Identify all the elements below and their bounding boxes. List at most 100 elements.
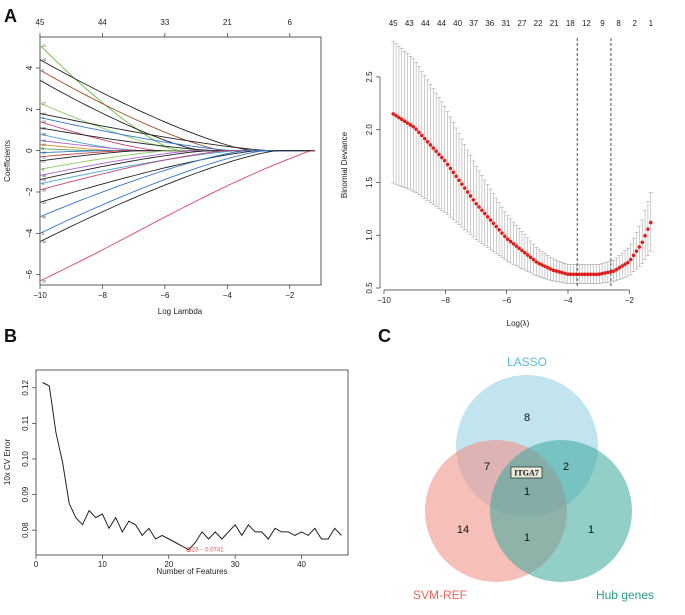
- deviance-point-21: [451, 170, 456, 175]
- deviance-point-71: [594, 272, 599, 277]
- deviance-point-11: [422, 136, 427, 141]
- coef-path-25: [39, 150, 315, 243]
- x-tick-label-0: −10: [377, 296, 391, 305]
- top-tick-label-8: 27: [518, 19, 527, 28]
- coef-label-19: 15: [42, 178, 46, 182]
- y-tick-label-1: −4: [25, 228, 34, 238]
- deviance-point-76: [608, 269, 613, 274]
- deviance-point-75: [606, 270, 610, 275]
- venn-label-hub-genes: Hub genes: [596, 588, 654, 602]
- deviance-point-32: [482, 211, 487, 216]
- deviance-point-89: [646, 227, 650, 231]
- min-error-label: 23 − 0.0741: [192, 548, 225, 554]
- deviance-point-56: [551, 268, 556, 273]
- deviance-point-1: [394, 113, 398, 118]
- coef-label-23: 40: [42, 215, 46, 219]
- top-tick-label-14: 8: [616, 19, 621, 28]
- deviance-point-88: [643, 233, 647, 238]
- deviance-point-66: [580, 272, 584, 277]
- y-tick-label-0: 0.5: [365, 282, 374, 294]
- top-tick-label-11: 18: [566, 19, 575, 28]
- coef-label-20: 6: [42, 182, 44, 186]
- top-tick-label-7: 31: [501, 19, 510, 28]
- deviance-point-45: [520, 248, 524, 253]
- y-tick-label-2: 1.5: [365, 176, 374, 188]
- y-tick-label-0: 0.08: [21, 522, 30, 538]
- deviance-point-27: [468, 194, 473, 198]
- deviance-point-84: [631, 253, 636, 258]
- deviance-point-33: [485, 215, 490, 219]
- coef-label-22: 33: [42, 201, 46, 205]
- venn-label-lasso: LASSO: [507, 355, 547, 369]
- venn-diagram: LASSO SVM-REF Hub genes 8 14 1 7 2 1 1 I…: [413, 355, 654, 602]
- x-tick-label-4: 40: [297, 560, 306, 569]
- deviance-point-57: [554, 269, 559, 273]
- top-tick-label-0: 45: [36, 18, 45, 27]
- deviance-point-9: [417, 130, 421, 135]
- coef-label-26: 20: [42, 279, 46, 283]
- deviance-point-48: [528, 255, 533, 260]
- deviance-point-5: [405, 121, 410, 125]
- y-axis-label: 10x CV Error: [3, 439, 12, 486]
- deviance-point-65: [577, 272, 582, 277]
- deviance-point-37: [497, 228, 501, 232]
- svm-rfe-chart: 23 − 0.0741 0 10 20 30 40 0.08 0.09 0.10 0.11 0.…: [3, 369, 349, 576]
- deviance-point-4: [402, 119, 407, 123]
- x-axis-label: Log(λ): [507, 319, 530, 328]
- deviance-point-24: [460, 182, 464, 186]
- top-tick-label-4: 6: [288, 18, 293, 27]
- coef-path-24: [39, 150, 315, 234]
- top-tick-label-1: 43: [405, 19, 414, 28]
- coef-label-12: 44: [42, 143, 46, 147]
- deviance-point-3: [399, 117, 404, 122]
- x-tick-label-1: −8: [441, 296, 451, 305]
- x-tick-label-3: −4: [223, 291, 233, 300]
- coef-label-2: 18: [42, 58, 46, 62]
- deviance-point-39: [503, 234, 507, 239]
- coef-label-5: 27: [42, 102, 46, 106]
- venn-count-hub-only: 1: [588, 524, 594, 536]
- y-tick-label-3: 0: [25, 148, 34, 153]
- deviance-point-53: [543, 264, 547, 269]
- top-tick-label-15: 2: [632, 19, 637, 28]
- deviance-point-15: [434, 149, 438, 154]
- deviance-point-16: [437, 152, 441, 157]
- deviance-point-87: [640, 240, 645, 245]
- coef-label-9: 26: [42, 126, 46, 130]
- deviance-point-8: [414, 127, 418, 131]
- top-tick-label-9: 22: [534, 19, 543, 28]
- coef-label-7: 4: [42, 116, 44, 120]
- top-tick-label-2: 44: [421, 19, 430, 28]
- x-tick-label-2: −6: [160, 291, 170, 300]
- deviance-point-17: [440, 155, 444, 160]
- deviance-point-80: [620, 264, 624, 268]
- deviance-point-68: [586, 272, 590, 277]
- deviance-point-10: [420, 133, 424, 138]
- coef-label-4: 1: [42, 79, 44, 83]
- deviance-point-36: [494, 224, 499, 229]
- top-tick-label-0: 45: [389, 19, 398, 28]
- venn-count-svm-hub: 1: [524, 532, 530, 544]
- deviance-point-59: [560, 270, 564, 275]
- deviance-point-47: [525, 253, 530, 257]
- deviance-point-63: [571, 272, 576, 277]
- top-tick-label-3: 21: [223, 18, 232, 27]
- coef-label-1: 21: [42, 44, 46, 48]
- y-tick-label-2: 0.10: [21, 451, 30, 467]
- deviance-point-55: [548, 267, 553, 271]
- deviance-point-69: [588, 272, 593, 277]
- top-tick-label-3: 44: [437, 19, 446, 28]
- center-gene-box: [510, 466, 543, 479]
- deviance-point-52: [540, 263, 544, 267]
- x-tick-label-3: −4: [563, 296, 573, 305]
- coef-path-18: [39, 150, 315, 176]
- coef-label-25: 30: [42, 240, 46, 244]
- deviance-point-13: [428, 143, 433, 147]
- deviance-point-74: [603, 271, 607, 275]
- venn-count-all: 1: [524, 486, 530, 498]
- deviance-point-35: [491, 221, 496, 226]
- y-tick-label-1: 0.09: [21, 486, 30, 502]
- coef-label-17: 9: [42, 168, 44, 172]
- panel-letter-b: B: [4, 326, 17, 346]
